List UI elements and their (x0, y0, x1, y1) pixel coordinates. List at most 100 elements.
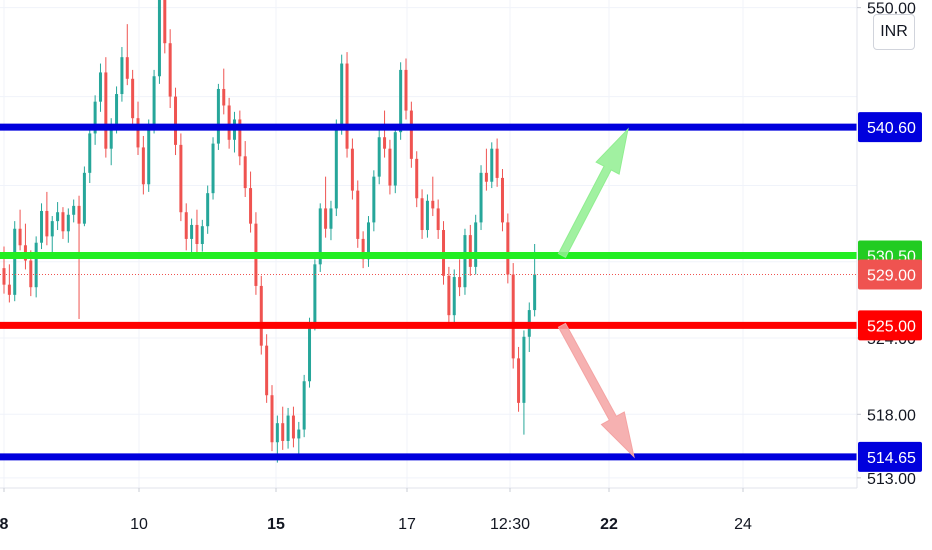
candle-body (157, 0, 161, 77)
candle-body (458, 277, 462, 288)
candle (463, 228, 467, 295)
candle (372, 170, 376, 232)
candle (522, 330, 526, 435)
lower-support-tag-box (858, 441, 922, 472)
candle-body (436, 208, 440, 231)
candle-body (120, 57, 124, 95)
candle-body (66, 214, 70, 232)
candle (517, 346, 521, 412)
candle-body (447, 275, 451, 316)
candle-body (98, 72, 102, 102)
candle-body (152, 76, 156, 125)
candle-body (275, 423, 279, 443)
candle-body (533, 274, 537, 311)
candle (179, 133, 183, 222)
candle (82, 166, 86, 227)
candle-body (200, 226, 204, 244)
upper-resistance-tag: 540.60 (858, 112, 922, 143)
candle-body (104, 72, 108, 149)
candle-body (72, 205, 76, 215)
chart-axes (0, 0, 858, 489)
candle (125, 24, 129, 86)
candle-body (40, 210, 44, 243)
candle-body (383, 137, 387, 149)
candle (393, 124, 397, 194)
candle (211, 137, 215, 200)
candle-body (500, 177, 504, 223)
candle (281, 406, 285, 450)
candle (350, 138, 354, 200)
candle (23, 223, 27, 270)
candle-body (216, 88, 220, 144)
candle (420, 189, 424, 239)
candle (506, 213, 510, 284)
last-price-tag-label: 529.00 (867, 268, 916, 285)
candle (66, 208, 70, 243)
candle (291, 406, 295, 448)
candle-body (431, 200, 435, 209)
candle-body (377, 137, 381, 177)
candle-body (420, 198, 424, 231)
candle (184, 203, 188, 251)
candle-body (265, 345, 269, 396)
candle (425, 194, 429, 238)
candle-body (163, 0, 167, 44)
candle (345, 52, 349, 158)
time-axis[interactable]: 8 10 15 17 12:30 22 24 (0, 488, 752, 533)
candle (88, 128, 92, 183)
candle-body (415, 158, 419, 199)
candle (206, 185, 210, 234)
candle (147, 119, 151, 192)
price-level-lines[interactable] (0, 123, 857, 461)
up-arrow[interactable] (557, 127, 629, 258)
last-price-tag-box (858, 259, 922, 290)
candle-body (340, 63, 344, 128)
down-arrow[interactable] (557, 322, 635, 459)
lower-support-tag: 514.65 (858, 441, 922, 472)
candle (452, 269, 456, 323)
candle (120, 47, 124, 102)
candle-body (356, 190, 360, 239)
candle (415, 151, 419, 208)
price-tick-label: 518.00 (867, 407, 916, 424)
candle (131, 69, 135, 128)
projection-arrows[interactable] (557, 127, 635, 459)
candle (163, 0, 167, 54)
candle (329, 200, 333, 241)
candle (61, 207, 65, 239)
candle (227, 97, 231, 149)
breakdown-level-tag-box (858, 310, 922, 341)
candle-body (109, 125, 113, 149)
last-price-tag: 529.00 (858, 259, 922, 290)
candle (270, 385, 274, 452)
candle-body (211, 143, 215, 194)
candle-body (425, 200, 429, 231)
lower-support-tag-label: 514.65 (867, 450, 916, 467)
candle-body (195, 224, 199, 244)
candle-body (366, 222, 370, 260)
candle (222, 68, 226, 115)
candle (361, 231, 365, 269)
candle-body (56, 212, 60, 222)
candle-body (522, 336, 526, 403)
candle-body (29, 260, 33, 288)
upper-resistance-tag-box (858, 112, 922, 143)
candle-body (136, 118, 140, 148)
candle-body (2, 268, 6, 285)
candle (388, 139, 392, 195)
upper-resistance-tag-label: 540.60 (867, 120, 916, 137)
currency-button[interactable]: INR (873, 14, 915, 50)
candle (7, 264, 11, 303)
candle (13, 221, 17, 302)
candle (286, 407, 290, 449)
candle (334, 119, 338, 217)
candle (377, 129, 381, 185)
candle (98, 63, 102, 112)
candle (174, 87, 178, 156)
candle-body (206, 193, 210, 227)
time-tick-label: 12:30 (490, 516, 530, 533)
candle-body (388, 148, 392, 186)
candle-body (479, 172, 483, 223)
